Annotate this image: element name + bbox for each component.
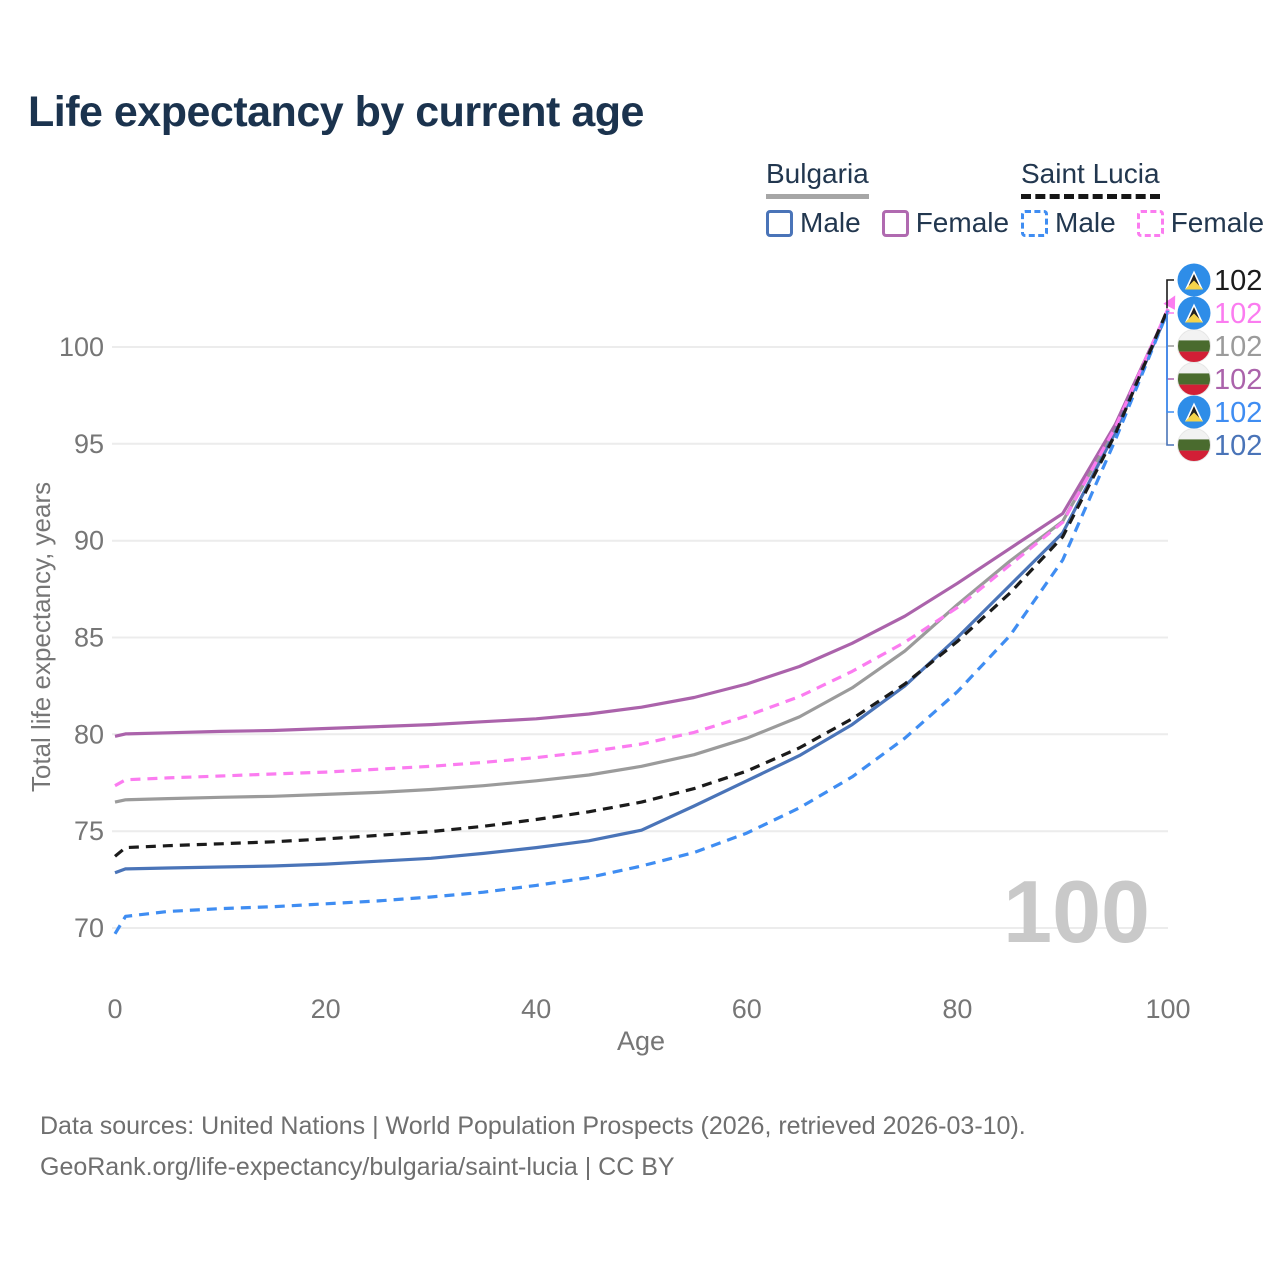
- x-tick-label-100: 100: [1145, 994, 1190, 1024]
- footer: Data sources: United Nations | World Pop…: [40, 1106, 1026, 1188]
- legend-group-bulgaria: Bulgaria Male Female: [766, 158, 1030, 239]
- page-title: Life expectancy by current age: [28, 88, 644, 136]
- end-value-label-saint-lucia-female: 102: [1214, 298, 1262, 330]
- saint-lucia-flag-icon: [1177, 296, 1211, 330]
- end-value-label-bulgaria-total: 102: [1214, 331, 1262, 363]
- y-tick-label-75: 75: [74, 816, 104, 846]
- saint-lucia-male-swatch-icon: [1021, 209, 1048, 237]
- line-bulgaria-male: [114, 310, 1170, 875]
- leader-line-bulgaria-male: [1166, 311, 1174, 446]
- y-tick-label-70: 70: [74, 913, 104, 943]
- endpoint-arrow-icon: [1163, 295, 1176, 310]
- leader-line-saint-lucia-total: [1166, 279, 1174, 309]
- y-tick-label-90: 90: [74, 526, 104, 556]
- end-value-label-saint-lucia-male: 102: [1214, 397, 1262, 429]
- legend-label-saint-lucia-female: Female: [1170, 207, 1265, 238]
- footer-data-sources: Data sources: United Nations | World Pop…: [40, 1112, 1026, 1140]
- x-axis-label: Age: [617, 1026, 665, 1056]
- legend-item-bulgaria-male[interactable]: Male: [766, 207, 861, 239]
- y-tick-label-85: 85: [74, 623, 104, 653]
- y-axis-label: Total life expectancy, years: [26, 482, 56, 792]
- x-tick-label-60: 60: [732, 994, 762, 1024]
- footer-attribution: GeoRank.org/life-expectancy/bulgaria/sai…: [40, 1153, 675, 1181]
- bulgaria-flag-icon: [1177, 428, 1211, 462]
- y-tick-label-80: 80: [74, 719, 104, 749]
- end-value-label-bulgaria-female: 102: [1214, 364, 1262, 396]
- legend-country-saint-lucia: Saint Lucia: [1021, 158, 1160, 199]
- legend-label-saint-lucia-male: Male: [1055, 207, 1116, 238]
- line-saint-lucia-female: [114, 308, 1170, 788]
- legend-item-saint-lucia-female[interactable]: Female: [1136, 207, 1265, 239]
- legend-label-bulgaria-male: Male: [800, 207, 861, 238]
- legend-country-bulgaria: Bulgaria: [766, 158, 869, 199]
- leader-line-bulgaria-female: [1166, 310, 1174, 380]
- x-tick-label-20: 20: [311, 994, 341, 1024]
- line-bulgaria-female: [114, 309, 1170, 738]
- legend-label-bulgaria-female: Female: [915, 207, 1010, 238]
- line-saint-lucia-total: [113, 307, 1170, 858]
- y-tick-label-100: 100: [59, 332, 104, 362]
- saint-lucia-female-swatch-icon: [1136, 209, 1164, 237]
- legend-group-saint-lucia: Saint Lucia Male Female: [1021, 158, 1280, 239]
- bulgaria-female-swatch-icon: [881, 209, 909, 237]
- end-value-label-bulgaria-male: 102: [1214, 430, 1262, 462]
- legend-item-bulgaria-female[interactable]: Female: [881, 207, 1010, 239]
- legend-item-saint-lucia-male[interactable]: Male: [1021, 207, 1116, 239]
- line-bulgaria-total: [114, 308, 1170, 804]
- end-value-label-saint-lucia-total: 102: [1214, 265, 1262, 297]
- x-tick-label-40: 40: [521, 994, 551, 1024]
- x-tick-label-80: 80: [942, 994, 972, 1024]
- bulgaria-flag-icon: [1177, 362, 1211, 396]
- saint-lucia-flag-icon: [1177, 395, 1211, 429]
- age-watermark: 100: [1003, 862, 1150, 961]
- bulgaria-male-swatch-icon: [766, 209, 793, 237]
- bulgaria-flag-icon: [1177, 329, 1211, 363]
- legend: Bulgaria Male Female Saint Lucia Male: [0, 158, 1280, 248]
- leader-line-saint-lucia-male: [1166, 310, 1174, 413]
- saint-lucia-flag-icon: [1177, 263, 1211, 297]
- x-tick-label-0: 0: [107, 994, 122, 1024]
- line-saint-lucia-male: [113, 309, 1170, 935]
- y-tick-label-95: 95: [74, 429, 104, 459]
